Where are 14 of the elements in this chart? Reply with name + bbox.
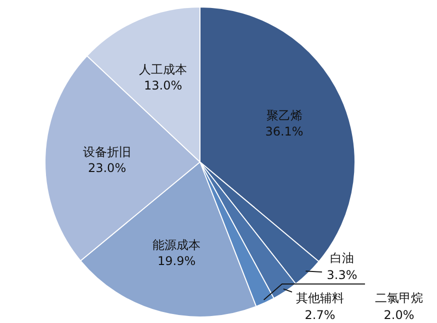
slice-label: 设备折旧 <box>83 145 132 160</box>
slice-label: 人工成本 <box>139 62 188 77</box>
slice-label: 白油 <box>330 251 354 265</box>
data-label: 36.1% <box>265 124 304 139</box>
slice-label: 二氯甲烷 <box>375 291 423 305</box>
data-label: 3.3% <box>326 268 358 282</box>
data-label: 19.9% <box>158 254 196 268</box>
data-label: 2.0% <box>384 308 414 322</box>
data-label: 13.0% <box>144 78 182 93</box>
data-label: 2.7% <box>304 308 336 322</box>
slice-label: 其他辅料 <box>296 291 344 305</box>
slice-label: 聚乙烯 <box>266 108 302 123</box>
data-label: 23.0% <box>88 161 126 176</box>
slice-label: 能源成本 <box>152 238 201 252</box>
